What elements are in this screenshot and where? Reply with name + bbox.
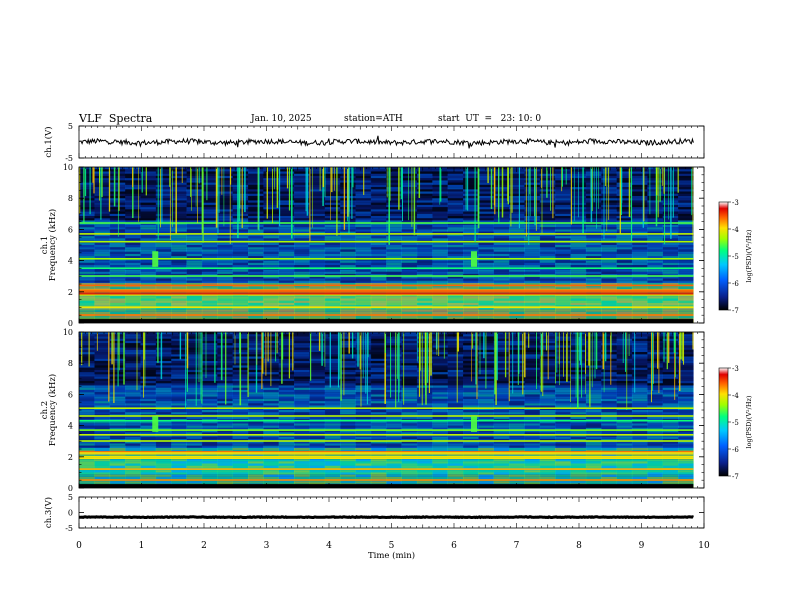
colorbar-tick-label: -7 (732, 473, 739, 481)
station-label: station=ATH (344, 114, 403, 124)
colorbar-tick-label: -5 (732, 419, 739, 427)
colorbar-tick-label: -6 (732, 446, 739, 454)
x-tick-label: 3 (264, 541, 270, 551)
y-tick-label: -5 (65, 154, 73, 163)
spectral-band (79, 222, 694, 224)
y-tick-label: 0 (68, 484, 73, 493)
spectral-band (79, 258, 694, 260)
spectral-band (79, 284, 694, 287)
spectral-band (79, 429, 694, 431)
spectrogram-3-image (79, 332, 694, 488)
y-tick-label: 2 (68, 288, 73, 297)
x-tick-label: 6 (451, 541, 457, 551)
spectral-band (79, 479, 694, 481)
chart-title: VLF Spectra (79, 112, 153, 125)
colorbar-tick-label: -7 (732, 307, 739, 315)
x-tick-label: 8 (576, 541, 582, 551)
x-tick-label: 10 (698, 541, 710, 551)
y-tick-label: 6 (68, 225, 73, 234)
spectral-band (79, 407, 694, 409)
spectral-band (79, 293, 694, 296)
date-label: Jan. 10, 2025 (251, 114, 312, 124)
colorbar-tick-label: -3 (732, 199, 739, 207)
colorbar-tick-label: -5 (732, 253, 739, 261)
spectral-band (79, 451, 694, 453)
x-tick-label: 5 (389, 541, 395, 551)
colorbar-label: log(PSD)(V²/Hz) (745, 229, 753, 282)
spectral-band (79, 419, 694, 422)
y-tick-label: 8 (68, 359, 73, 368)
y-tick-label: 5 (68, 493, 73, 502)
y-tick-label: -5 (65, 524, 73, 533)
spectral-band (79, 314, 694, 316)
y-tick-label: 8 (68, 194, 73, 203)
start-time-label: start UT = 23: 10: 0 (438, 114, 542, 124)
spectral-band (79, 267, 694, 269)
colorbar-tick-label: -4 (732, 392, 739, 400)
spectral-band (79, 240, 694, 243)
x-tick-label: 1 (139, 541, 145, 551)
x-tick-label: 2 (201, 541, 207, 551)
y-tick-label: 4 (68, 257, 73, 266)
colorbar-2 (718, 367, 729, 477)
spectral-band (79, 233, 694, 235)
y-tick-label: 10 (63, 328, 73, 337)
x-tick-label: 7 (514, 541, 520, 551)
spectral-band (79, 434, 694, 436)
spectral-band (79, 457, 694, 459)
spectral-band (79, 306, 694, 308)
spectral-band (79, 275, 694, 277)
y-tick-label: 0 (68, 319, 73, 328)
y-axis-label: ch.2 (40, 401, 50, 419)
y-tick-label: 0 (68, 509, 73, 518)
waveform-trace-ch3 (78, 515, 694, 520)
spectral-band (79, 440, 694, 442)
waveform-trace-ch1 (78, 135, 694, 149)
colorbar-tick-label: -4 (732, 226, 739, 234)
y-axis-label: Frequency (kHz) (47, 374, 58, 446)
y-tick-label: 6 (68, 390, 73, 399)
y-tick-label: 10 (63, 163, 73, 172)
y-axis-label: ch.3(V) (43, 497, 54, 528)
x-tick-label: 9 (639, 541, 645, 551)
y-tick-label: 2 (68, 453, 73, 462)
x-axis-label: Time (min) (368, 550, 415, 561)
colorbar-tick-label: -6 (732, 280, 739, 288)
colorbar-tick-label: -3 (732, 365, 739, 373)
y-axis-label: ch.1 (40, 236, 50, 254)
spectrogram-2-image (78, 167, 694, 323)
y-tick-label: 4 (68, 422, 73, 431)
colorbar-1 (718, 201, 729, 311)
x-tick-label: 0 (76, 541, 82, 551)
y-tick-label: 5 (68, 122, 73, 131)
spectral-band (79, 468, 694, 470)
y-axis-label: ch.1(V) (43, 126, 54, 157)
x-tick-label: 4 (326, 541, 332, 551)
colorbar-label: log(PSD)(V²/Hz) (745, 395, 753, 448)
spectral-band (79, 415, 694, 417)
y-axis-label: Frequency (kHz) (47, 209, 58, 281)
spectral-band (79, 455, 694, 458)
